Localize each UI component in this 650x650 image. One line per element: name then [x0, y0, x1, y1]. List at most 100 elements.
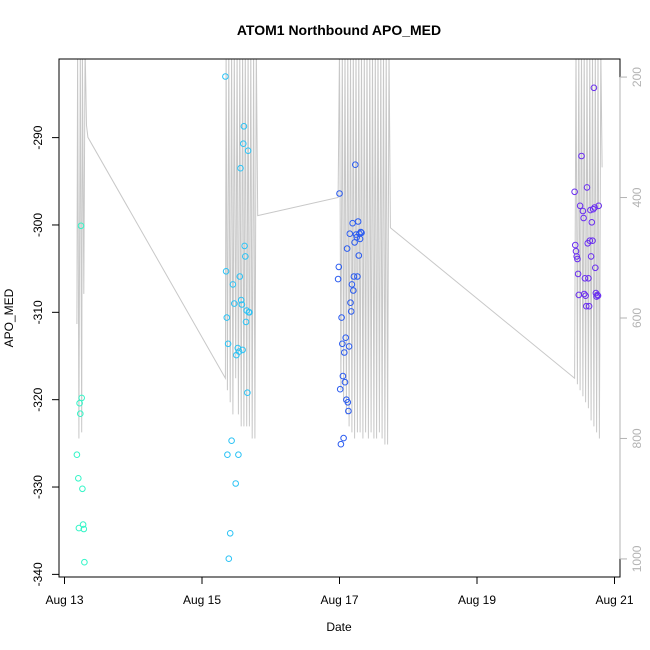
x-tick-label: Aug 13	[45, 593, 83, 607]
data-point	[589, 205, 597, 213]
data-point	[242, 318, 250, 326]
chart-title: ATOM1 Northbound APO_MED	[237, 22, 441, 38]
data-point	[240, 140, 247, 147]
data-point	[581, 275, 589, 282]
x-tick-label: Aug 19	[458, 593, 496, 607]
data-point	[578, 152, 585, 160]
series-aug-13	[73, 222, 90, 604]
y-tick-label: -320	[31, 387, 45, 411]
y-tick-label: -300	[31, 213, 45, 237]
x-tick-label: Aug 17	[320, 593, 358, 607]
data-point	[595, 202, 603, 210]
data-point	[84, 598, 90, 604]
data-point	[579, 207, 587, 215]
data-point	[357, 228, 365, 236]
series-aug-17	[334, 161, 365, 448]
data-point	[238, 301, 246, 308]
data-point	[77, 410, 84, 418]
data-point	[339, 340, 346, 348]
data-point	[580, 214, 587, 222]
right-tick-label: 1000	[630, 545, 644, 572]
data-point	[222, 73, 229, 80]
data-point	[350, 273, 358, 280]
data-point	[240, 123, 248, 130]
data-point	[246, 309, 253, 316]
y-axis-label: APO_MED	[2, 288, 16, 347]
data-point	[347, 308, 355, 315]
secondary-line-layer	[76, 59, 603, 445]
data-point	[583, 302, 590, 310]
data-point	[574, 270, 582, 278]
data-point	[336, 190, 343, 197]
data-point	[79, 521, 87, 528]
data-point	[73, 451, 81, 459]
y-tick-label: -310	[31, 300, 45, 324]
data-point	[348, 281, 356, 288]
data-point	[236, 273, 244, 280]
data-point	[237, 164, 244, 172]
data-point	[356, 235, 364, 243]
data-point	[344, 399, 352, 406]
data-point	[586, 237, 594, 244]
data-point	[343, 245, 351, 252]
data-point	[588, 219, 596, 226]
y-tick-label: -290	[31, 125, 45, 149]
data-point	[239, 346, 246, 354]
data-point	[358, 229, 365, 237]
data-point	[241, 242, 248, 250]
data-point	[354, 218, 362, 225]
data-point	[235, 348, 243, 355]
x-axis-label: Date	[326, 620, 352, 634]
x-axis: Aug 13 Aug 15 Aug 17 Aug 19 Aug 21	[45, 576, 634, 607]
y-tick-label: -330	[31, 475, 45, 499]
data-point	[337, 440, 345, 448]
right-tick-label: 400	[630, 187, 644, 207]
data-point	[345, 343, 353, 350]
right-tick-label: 600	[630, 308, 644, 328]
x-tick-label: Aug 15	[183, 593, 221, 607]
data-point	[594, 292, 602, 300]
data-point	[83, 585, 89, 591]
right-tick-label: 800	[630, 428, 644, 448]
data-point	[585, 302, 593, 310]
data-point	[342, 334, 350, 342]
data-point	[80, 525, 88, 533]
data-point	[78, 394, 85, 402]
data-point	[352, 161, 359, 168]
data-point	[336, 385, 344, 393]
data-point	[587, 253, 595, 260]
data-point	[237, 296, 245, 304]
series-aug-20	[571, 84, 603, 310]
data-point	[571, 188, 578, 196]
data-point	[347, 299, 354, 307]
data-point	[244, 389, 251, 397]
secondary-line	[76, 59, 603, 445]
data-point	[339, 372, 347, 380]
data-point	[350, 287, 357, 294]
data-point	[340, 434, 347, 442]
data-point	[335, 263, 343, 271]
data-point	[585, 275, 592, 282]
data-point	[231, 300, 238, 307]
data-point	[341, 349, 348, 356]
series-aug-15	[222, 73, 253, 563]
data-point	[592, 264, 599, 272]
points-layer	[73, 73, 603, 604]
data-point	[75, 524, 83, 532]
data-point	[244, 147, 252, 154]
data-point	[222, 268, 230, 275]
data-point	[572, 241, 579, 249]
data-point	[223, 314, 231, 321]
data-point	[77, 222, 85, 230]
data-point	[345, 407, 352, 415]
right-axis: 200 400 600 800 1000	[619, 67, 644, 572]
x-tick-label: Aug 21	[595, 593, 633, 607]
data-point	[242, 253, 249, 260]
data-point	[341, 378, 349, 386]
data-point	[346, 230, 354, 237]
data-point	[232, 480, 239, 487]
y-axis: -290 -300 -310 -320 -330 -340	[31, 125, 60, 586]
data-point	[576, 202, 584, 210]
data-point	[226, 530, 234, 537]
data-point	[228, 437, 235, 445]
